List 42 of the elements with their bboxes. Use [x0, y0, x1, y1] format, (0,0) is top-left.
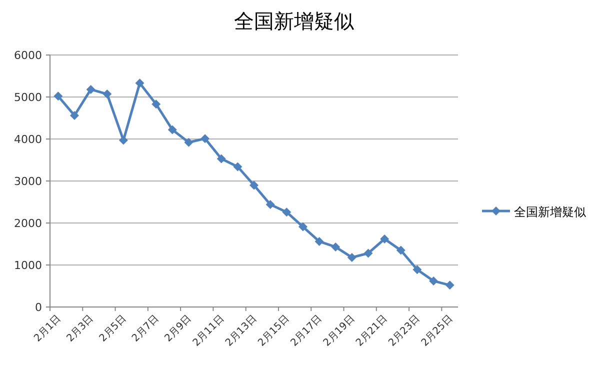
y-tick-label: 3000: [14, 175, 42, 188]
point: [233, 162, 242, 172]
x-tick-label: 2月11日: [191, 313, 226, 349]
legend-label: 全国新增疑似: [514, 205, 586, 219]
point: [250, 180, 258, 190]
point: [200, 134, 210, 144]
x-tick-label: 2月9日: [162, 313, 194, 344]
point: [412, 265, 422, 274]
point: [54, 92, 63, 101]
y-tick-label: 1000: [14, 259, 42, 272]
point: [135, 78, 144, 88]
x-tick-label: 2月3日: [64, 313, 96, 344]
point: [266, 200, 275, 210]
point: [298, 222, 308, 232]
point: [118, 136, 128, 145]
x-tick-label: 2月25日: [420, 313, 455, 349]
y-tick-label: 0: [35, 301, 42, 314]
point: [445, 280, 454, 290]
point: [331, 242, 340, 252]
y-tick-label: 5000: [14, 91, 42, 104]
point: [184, 138, 194, 147]
point: [347, 252, 356, 262]
point: [396, 246, 406, 255]
point: [102, 90, 112, 99]
point: [429, 276, 438, 286]
point: [86, 84, 96, 94]
x-tick-label: 2月7日: [130, 313, 162, 344]
point: [216, 154, 226, 164]
x-tick-label: 2月5日: [98, 313, 129, 344]
x-tick-label: 2月1日: [32, 313, 64, 344]
point: [70, 110, 79, 120]
x-tick-label: 2月23日: [386, 313, 422, 349]
point: [152, 100, 161, 109]
point: [364, 248, 373, 258]
point: [314, 236, 324, 246]
y-tick-label: 6000: [14, 49, 42, 62]
point: [380, 234, 390, 244]
point: [168, 125, 177, 134]
y-tick-label: 2000: [14, 217, 42, 230]
chart-title: 全国新增疑似: [234, 9, 354, 33]
point: [282, 208, 292, 217]
y-tick-label: 4000: [14, 133, 42, 146]
